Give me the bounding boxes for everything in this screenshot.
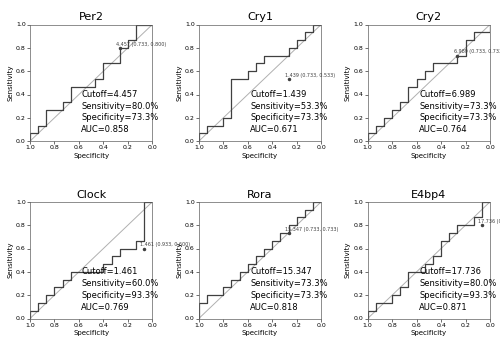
X-axis label: Specificity: Specificity — [242, 330, 278, 336]
X-axis label: Specificity: Specificity — [242, 153, 278, 159]
Text: 6.989 (0.733, 0.733): 6.989 (0.733, 0.733) — [454, 49, 500, 55]
Text: Cutoff=1.461
Sensitivity=60.0%
Specificity=93.3%
AUC=0.769: Cutoff=1.461 Sensitivity=60.0% Specifici… — [82, 267, 159, 312]
Title: Cry2: Cry2 — [416, 12, 442, 22]
Y-axis label: Sensitivity: Sensitivity — [345, 65, 351, 101]
Text: 1.461 (0.933, 0.600): 1.461 (0.933, 0.600) — [140, 242, 190, 247]
Title: E4bp4: E4bp4 — [411, 190, 446, 200]
Title: Clock: Clock — [76, 190, 106, 200]
Text: Cutoff=1.439
Sensitivity=53.3%
Specificity=73.3%
AUC=0.671: Cutoff=1.439 Sensitivity=53.3% Specifici… — [250, 90, 328, 134]
Text: 4.457 (0.733, 0.800): 4.457 (0.733, 0.800) — [116, 42, 166, 47]
Title: Rora: Rora — [247, 190, 273, 200]
Title: Cry1: Cry1 — [247, 12, 273, 22]
X-axis label: Specificity: Specificity — [73, 330, 109, 336]
Y-axis label: Sensitivity: Sensitivity — [176, 242, 182, 278]
Text: Cutoff=17.736
Sensitivity=80.0%
Specificity=93.3%
AUC=0.871: Cutoff=17.736 Sensitivity=80.0% Specific… — [419, 267, 496, 312]
Y-axis label: Sensitivity: Sensitivity — [7, 65, 13, 101]
X-axis label: Specificity: Specificity — [73, 153, 109, 159]
Text: 15.347 (0.733, 0.733): 15.347 (0.733, 0.733) — [285, 227, 338, 232]
X-axis label: Specificity: Specificity — [411, 330, 447, 336]
Text: 1.439 (0.733, 0.533): 1.439 (0.733, 0.533) — [285, 73, 335, 78]
Text: Cutoff=15.347
Sensitivity=73.3%
Specificity=73.3%
AUC=0.818: Cutoff=15.347 Sensitivity=73.3% Specific… — [250, 267, 328, 312]
Text: Cutoff=6.989
Sensitivity=73.3%
Specificity=73.3%
AUC=0.764: Cutoff=6.989 Sensitivity=73.3% Specifici… — [419, 90, 496, 134]
X-axis label: Specificity: Specificity — [411, 153, 447, 159]
Y-axis label: Sensitivity: Sensitivity — [176, 65, 182, 101]
Y-axis label: Sensitivity: Sensitivity — [7, 242, 13, 278]
Title: Per2: Per2 — [78, 12, 104, 22]
Text: Cutoff=4.457
Sensitivity=80.0%
Specificity=73.3%
AUC=0.858: Cutoff=4.457 Sensitivity=80.0% Specifici… — [82, 90, 159, 134]
Y-axis label: Sensitivity: Sensitivity — [345, 242, 351, 278]
Text: 17.736 (0.933, 0.800): 17.736 (0.933, 0.800) — [478, 219, 500, 224]
